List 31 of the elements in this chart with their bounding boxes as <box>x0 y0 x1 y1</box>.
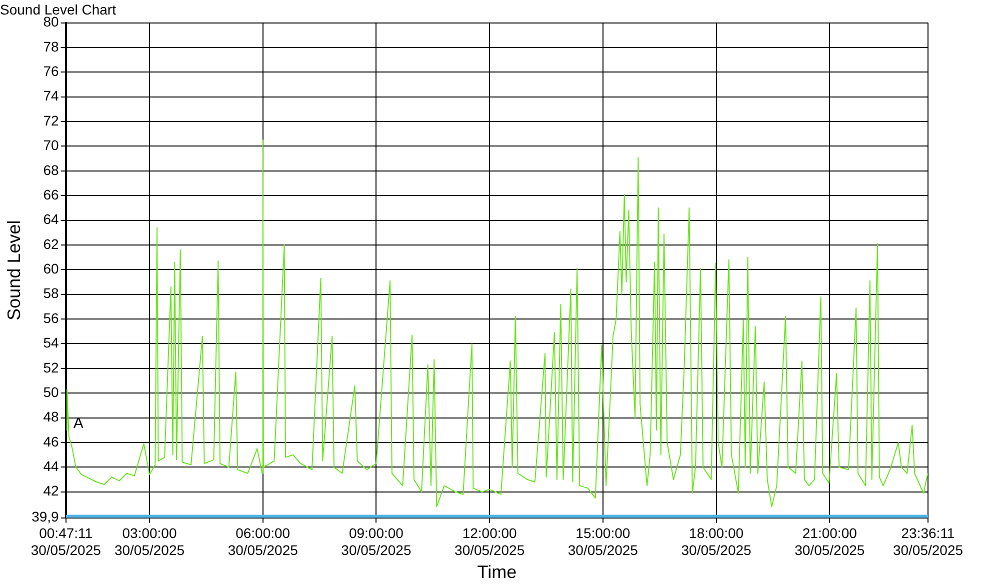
y-tick-label: 78 <box>43 38 60 54</box>
y-tick-label: 58 <box>43 285 60 302</box>
x-tick-label: 03:00:00 30/05/2025 <box>114 525 185 558</box>
x-axis-title: Time <box>477 562 517 582</box>
y-tick-label: 76 <box>43 63 60 80</box>
x-tick-label: 12:00:00 30/05/2025 <box>454 525 525 558</box>
x-tick-label: 09:00:00 30/05/2025 <box>341 525 412 558</box>
y-tick-label: 56 <box>43 310 60 326</box>
x-tick-label: 15:00:00 30/05/2025 <box>568 525 638 558</box>
y-tick-label: 54 <box>43 334 60 351</box>
y-tick-label: 70 <box>43 137 60 154</box>
y-tick-label: 42 <box>43 482 60 499</box>
x-tick-label: 18:00:00 30/05/2025 <box>681 525 752 558</box>
x-tick-label: 21:00:00 30/05/2025 <box>794 525 865 558</box>
y-tick-label: 74 <box>43 88 60 104</box>
x-tick-label: 06:00:00 30/05/2025 <box>228 525 298 558</box>
x-tick-label: 23:36:11 30/05/2025 <box>892 525 964 558</box>
y-tick-label: 60 <box>43 260 60 277</box>
y-tick-label: 62 <box>43 236 60 252</box>
y-tick-label: 48 <box>43 408 60 425</box>
x-tick-label: 00:47:11 30/05/2025 <box>30 525 102 558</box>
y-tick-label: 44 <box>43 458 60 474</box>
y-tick-label: 66 <box>43 186 60 202</box>
y-tick-label: 72 <box>43 112 60 128</box>
y-tick-label: 68 <box>43 162 60 178</box>
y-tick-label: 39,9 <box>32 508 60 525</box>
y-axis-title: Sound Level <box>4 220 24 320</box>
y-tick-label: 64 <box>43 211 60 228</box>
y-tick-label: 46 <box>43 433 60 450</box>
y-tick-label: 52 <box>43 359 60 376</box>
y-tick-label: 50 <box>43 384 60 400</box>
